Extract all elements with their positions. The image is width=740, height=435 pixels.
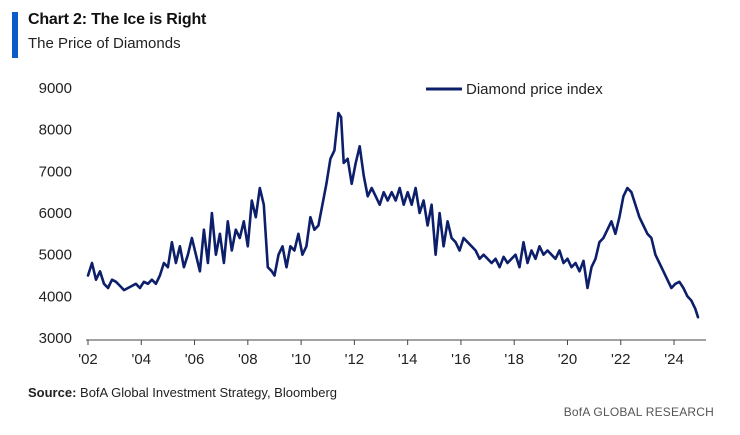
legend-label: Diamond price index (466, 81, 603, 98)
y-tick-label: 8000 (39, 122, 72, 139)
x-tick-label: '08 (238, 351, 258, 368)
y-tick-label: 5000 (39, 247, 72, 264)
x-tick-label: '22 (611, 351, 631, 368)
x-tick-label: '24 (664, 351, 684, 368)
source-note: Source: BofA Global Investment Strategy,… (28, 385, 337, 400)
source-label: Source: (28, 385, 77, 400)
series-layer (86, 111, 700, 319)
x-tick-label: '06 (185, 351, 205, 368)
y-tick-label: 6000 (39, 205, 72, 222)
chart-title: Chart 2: The Ice is Right (28, 11, 207, 28)
x-tick-label: '02 (78, 351, 98, 368)
y-tick-label: 3000 (39, 330, 72, 347)
x-tick-label: '04 (131, 351, 151, 368)
x-tick-label: '20 (558, 351, 578, 368)
y-axis-ticks: 3000 4000 5000 6000 7000 8000 9000 (39, 80, 72, 347)
x-axis-ticks: '02 '04 '06 '08 '10 '12 '14 '16 '18 '20 '22 '24 (78, 340, 684, 368)
y-tick-label: 4000 (39, 288, 72, 305)
x-tick-label: '12 (345, 351, 365, 368)
legend: Diamond price index (426, 81, 603, 98)
x-tick-label: '14 (398, 351, 418, 368)
title-accent-bar (12, 12, 18, 58)
x-tick-label: '18 (504, 351, 524, 368)
series-line-diamond-price-index (86, 111, 700, 319)
x-tick-label: '16 (451, 351, 471, 368)
chart-subtitle: The Price of Diamonds (28, 35, 181, 52)
brand-label: BofA GLOBAL RESEARCH (563, 405, 714, 419)
x-tick-label: '10 (291, 351, 311, 368)
y-tick-label: 7000 (39, 163, 72, 180)
source-text: BofA Global Investment Strategy, Bloombe… (80, 385, 338, 400)
y-tick-label: 9000 (39, 80, 72, 97)
